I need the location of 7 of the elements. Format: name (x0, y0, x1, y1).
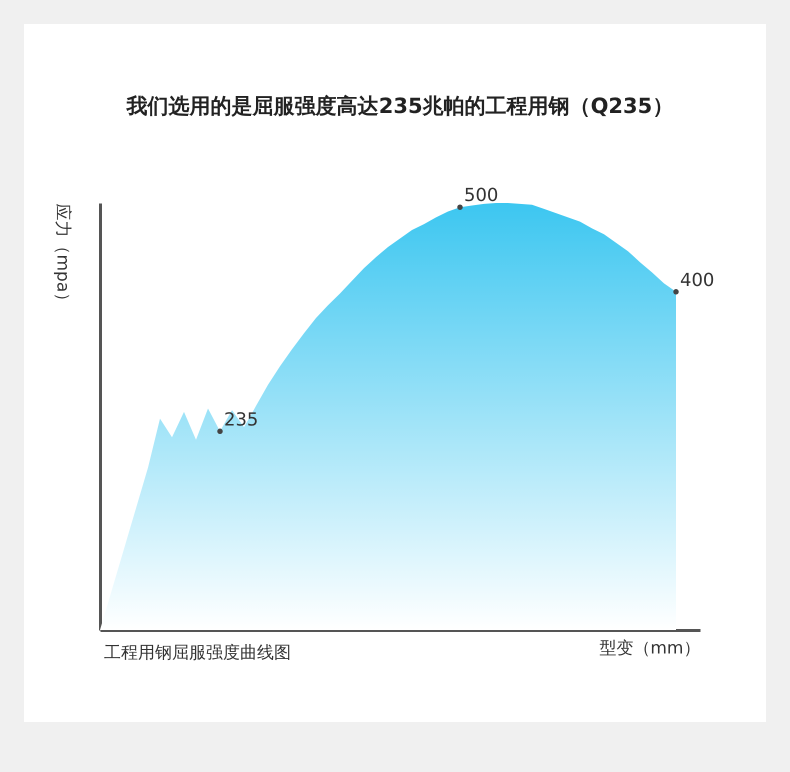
data-label: 400 (680, 270, 714, 291)
text: 工程用钢屈服强度曲线图 (104, 643, 291, 663)
y-axis-title: 应力（mpa） (52, 204, 72, 310)
x-axis-title: 型变（mm） (599, 638, 700, 658)
chart-title: 我们选用的是屈服强度高达235兆帕的工程用钢（Q235） (126, 94, 674, 118)
data-label: 235 (224, 409, 258, 430)
data-label: 500 (464, 185, 498, 206)
